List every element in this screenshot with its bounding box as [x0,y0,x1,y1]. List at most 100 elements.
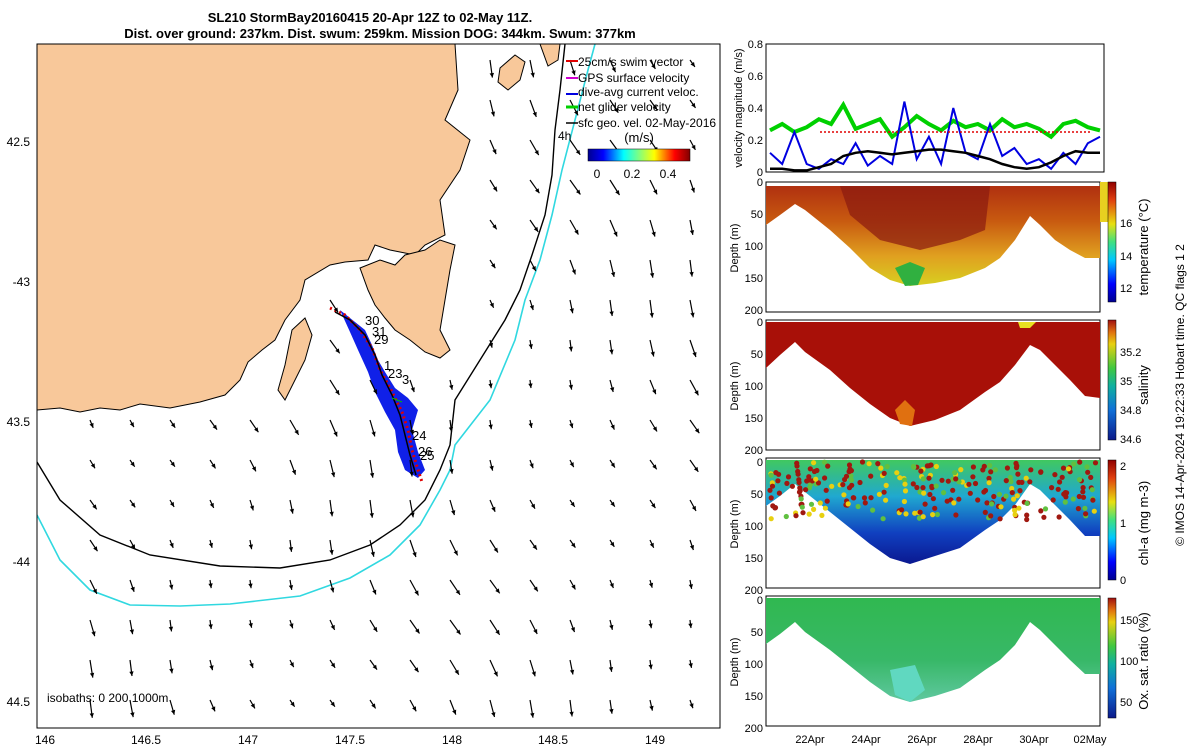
chla-dot [917,509,923,515]
velocity-arrow-head [611,67,616,73]
chla-dot [1083,511,1089,517]
chla-dot [1075,506,1081,512]
temperature-panel: 12 14 16 temperature (°C) Depth (m) 0 50… [729,177,1151,317]
velocity-arrow-head [451,510,456,516]
velocity-arrow-head [410,387,415,393]
sal-ytick-4: 200 [745,445,763,457]
ox-ytick-1: 50 [751,627,763,639]
chla-dot [849,482,855,488]
chla-dot [859,459,866,465]
chla-dot [1091,508,1097,514]
velocity-series-lines [769,100,1101,172]
chla-dot [1016,505,1022,511]
velocity-arrow-head [288,547,294,552]
chla-dot [1089,487,1095,493]
land-tasmania [37,44,471,413]
velocity-arrow-head [495,629,500,635]
velocity-arrow-head [694,428,700,434]
chla-dot [819,512,825,519]
land-bruny-island [277,317,313,401]
velocity-arrow-head [249,663,254,668]
chla-dot [958,467,964,473]
vel-ytick-3: 0.6 [748,71,763,83]
chla-dot [902,481,908,487]
chla-dot [883,482,889,488]
chla-dot [878,465,884,471]
chla-dot [1059,474,1065,480]
ox-ylabel: Depth (m) [729,638,741,687]
velocity-arrow-head [528,383,533,389]
chla-dot [1085,469,1091,475]
sal-ytick-0: 0 [757,317,763,329]
velocity-arrow-head [168,626,174,632]
velocity-arrow-head [690,187,695,193]
velocity-arrow-head [371,431,376,437]
chla-dot [1011,496,1017,502]
chla-dot [1070,496,1076,502]
lat-tick-44-5: 44.5 [7,695,31,709]
velocity-arrow-head [208,542,213,548]
salinity-panel: 34.6 34.8 35 35.2 salinity Depth (m) 0 5… [729,317,1151,457]
velocity-arrow-head [533,629,538,634]
velocity-arrow-head [248,623,253,628]
legend-swim-vector: 25cm/s swim vector [578,55,683,69]
chla-dot [822,505,829,511]
velocity-arrow-head [608,667,614,672]
velocity-arrow-head [409,429,414,435]
velocity-arrow-head [648,582,654,588]
series-line-net-glider-velocity [769,100,1101,140]
chla-dot [953,476,959,482]
chla-dot [861,495,868,501]
velocity-arrow-head [689,703,694,709]
chla-dot [903,511,909,517]
velocity-arrow-head [489,465,494,471]
velocity-arrow-head [533,226,539,232]
title-line-1: SL210 StormBay20160415 20-Apr 12Z to 02-… [208,10,532,25]
velocity-arrow-head [452,709,457,715]
velocity-panel: velocity magnitude (m/s) 0 0.2 0.4 0.6 0… [733,39,1105,179]
chla-dot [1038,469,1044,475]
chla-dot [845,501,851,507]
track-label-1: 1 [384,358,391,373]
velocity-arrow-head [209,665,214,671]
chla-dot [901,477,908,483]
chla-dot [970,474,976,480]
chla-dot [1013,465,1020,471]
track-label-24: 24 [412,428,426,443]
chl-cbar-label: chl-a (mg m-3) [1136,481,1151,566]
chla-dot [912,510,918,516]
ox-ytick-0: 0 [757,595,763,607]
chla-dot [776,490,783,496]
velocity-arrow-head [611,272,616,277]
chl-cbar-tick-2: 2 [1120,461,1126,473]
chla-dot [1023,475,1029,481]
velocity-arrow-head [170,501,175,507]
chla-dot [944,498,950,504]
chla-dot [800,510,806,516]
velocity-arrow-head [610,387,615,392]
velocity-arrow-head [569,462,574,468]
chla-dot [767,487,773,493]
isobath-label: isobaths: 0 200 1000m [47,691,168,705]
temperature-deep-patch [895,262,925,286]
chla-dot [862,500,868,506]
velocity-arrow-head [290,701,295,707]
map-colorbar-title: (m/s) [624,130,654,145]
temp-ytick-0: 0 [757,177,763,189]
track-label-26: 26 [418,444,432,459]
chla-dot [775,478,781,484]
velocity-arrow-head [453,550,458,556]
chla-dot [982,509,988,515]
velocity-arrow-head [531,671,536,677]
velocity-arrow-head [414,667,419,673]
chla-dot [997,516,1003,522]
lat-tick-43-5: 43.5 [7,415,31,429]
chla-dot [1024,512,1030,518]
velocity-arrow-head [568,346,573,352]
velocity-arrow-head [489,302,494,308]
velocity-arrow-head [254,427,259,433]
velocity-arrow-head [609,583,614,588]
chla-dot [988,469,994,475]
velocity-arrow-head [491,263,496,269]
chl-ytick-1: 50 [751,489,763,501]
